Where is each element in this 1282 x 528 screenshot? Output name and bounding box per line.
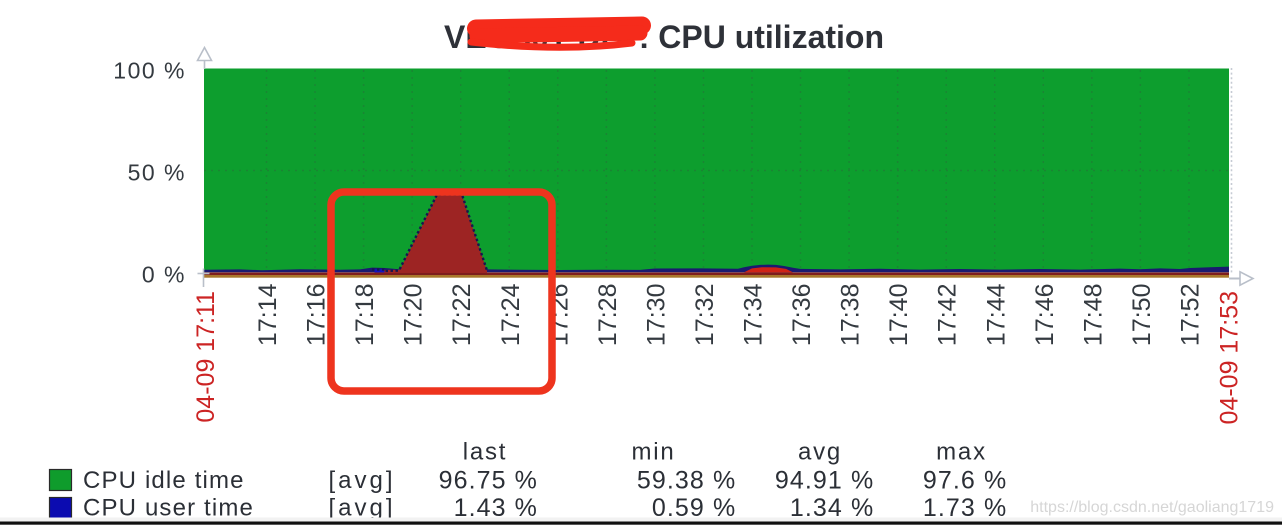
svg-text:https://blog.csdn.net/gaoliang: https://blog.csdn.net/gaoliang1719 [1030, 499, 1274, 516]
svg-text:CPU user time: CPU user time [83, 495, 254, 522]
svg-text:17:50: 17:50 [1128, 284, 1156, 347]
svg-text:1.73 %: 1.73 % [923, 494, 1007, 522]
svg-text:97.6 %: 97.6 % [923, 466, 1007, 494]
svg-text:59.38 %: 59.38 % [637, 466, 736, 494]
svg-text:max: max [936, 439, 987, 466]
svg-text:17:30: 17:30 [642, 284, 670, 347]
svg-text:17:34: 17:34 [740, 283, 768, 346]
svg-text:17:20: 17:20 [400, 284, 428, 347]
svg-text:17:48: 17:48 [1079, 284, 1107, 347]
svg-text:1.34 %: 1.34 % [790, 494, 874, 522]
svg-text:17:18: 17:18 [351, 284, 379, 347]
svg-text:04-09 17:53: 04-09 17:53 [1216, 291, 1244, 424]
svg-text:17:44: 17:44 [982, 283, 1010, 346]
svg-text:min: min [631, 439, 675, 466]
svg-text:17:22: 17:22 [448, 284, 476, 347]
svg-text:17:52: 17:52 [1176, 284, 1204, 347]
svg-text:100 %: 100 % [113, 58, 186, 84]
svg-text:avg: avg [798, 439, 842, 466]
svg-text:17:40: 17:40 [885, 284, 913, 347]
svg-text:last: last [463, 439, 508, 466]
svg-text:96.75 %: 96.75 % [439, 466, 538, 494]
svg-text:0.59 %: 0.59 % [652, 494, 736, 522]
svg-text:17:46: 17:46 [1031, 284, 1059, 347]
svg-text:17:16: 17:16 [303, 284, 331, 347]
svg-text:17:42: 17:42 [934, 284, 962, 347]
svg-text:94.91 %: 94.91 % [775, 466, 874, 494]
svg-text:17:32: 17:32 [691, 284, 719, 347]
svg-text:17:38: 17:38 [837, 284, 865, 347]
svg-text:[avg]: [avg] [329, 467, 396, 494]
svg-text:CPU idle time: CPU idle time [83, 467, 245, 494]
svg-text:50 %: 50 % [128, 160, 186, 186]
svg-text:17:36: 17:36 [788, 284, 816, 347]
svg-text:17:14: 17:14 [254, 283, 282, 346]
svg-text:[avg]: [avg] [329, 495, 396, 522]
svg-text:17:24: 17:24 [497, 283, 525, 346]
svg-text:0 %: 0 % [142, 262, 186, 288]
svg-text:17:28: 17:28 [594, 284, 622, 347]
svg-text:04-09 17:11: 04-09 17:11 [192, 291, 220, 423]
svg-text:1.43 %: 1.43 % [454, 494, 538, 522]
svg-text:: CPU utilization: : CPU utilization [639, 19, 884, 55]
